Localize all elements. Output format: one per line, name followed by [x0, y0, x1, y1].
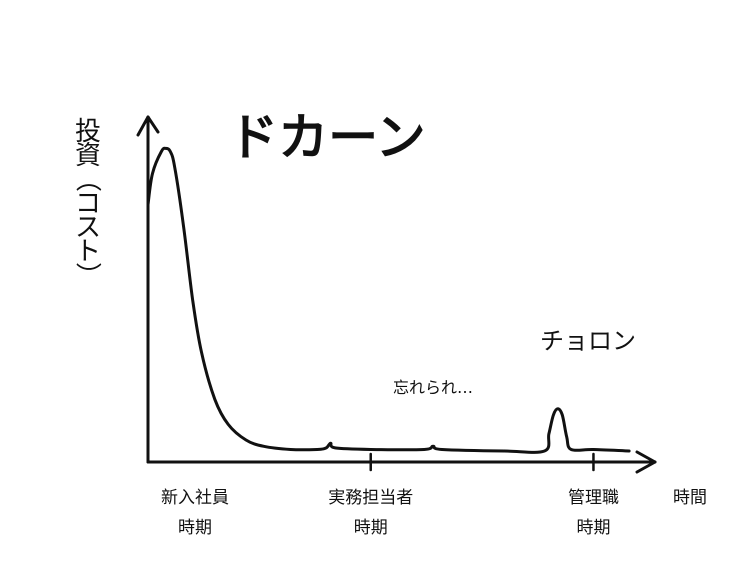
series-line-0	[146, 146, 631, 454]
axes	[136, 115, 657, 474]
y-axis-arrow	[136, 115, 160, 137]
annotation-2: チョロン	[540, 327, 636, 355]
series-layer	[146, 146, 631, 454]
y-axis-label-char-1: 資	[75, 141, 101, 171]
x-tick-label-0-line-1: 時期	[178, 518, 212, 538]
y-axis-label-char-3: コ	[75, 189, 101, 219]
y-axis-label-char-4: ス	[75, 213, 101, 243]
x-axis-label: 時間	[673, 488, 707, 508]
y-axis-label-char-0: 投	[75, 117, 101, 147]
axis-labels: 時間 投資（コスト）	[72, 117, 707, 508]
x-tick-label-2-line-0: 管理職	[568, 488, 619, 508]
x-tick-label-1-line-1: 時期	[354, 518, 388, 538]
x-tick-label-1-line-0: 実務担当者	[328, 488, 413, 508]
annotation-1: 忘れられ…	[393, 378, 473, 397]
y-axis-label-char-2: （	[72, 166, 102, 192]
x-axis-arrow	[635, 450, 657, 474]
y-axis-label-char-6: ）	[72, 262, 102, 288]
y-axis-label-char-5: ト	[75, 237, 101, 267]
y-axis-label: 投資（コスト）	[72, 117, 102, 288]
x-tick-label-2-line-1: 時期	[576, 518, 610, 538]
annotation-0: ドカーン	[228, 109, 426, 167]
x-tick-label-0-line-0: 新入社員	[161, 488, 229, 508]
